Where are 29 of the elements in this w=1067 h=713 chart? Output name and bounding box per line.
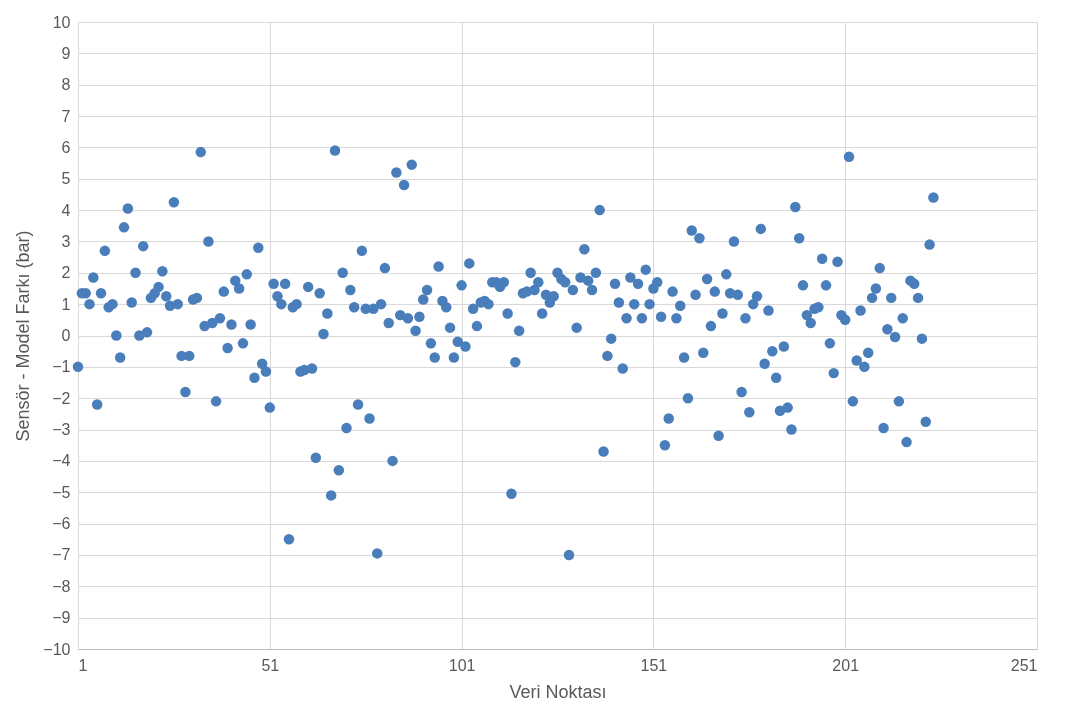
y-tick-label: 8	[61, 76, 71, 94]
y-tick-label: 2	[61, 264, 71, 282]
y-tick-label: 1	[61, 295, 71, 313]
y-tick-label: 10	[52, 13, 71, 31]
y-tick-label: −5	[52, 483, 71, 501]
y-tick-label: 4	[61, 201, 71, 219]
y-tick-label: −9	[52, 609, 71, 627]
y-tick-label: 0	[61, 327, 71, 344]
y-tick-label: 3	[61, 232, 71, 250]
y-tick-label: −10	[43, 640, 71, 658]
y-tick-label: −2	[52, 389, 71, 407]
x-tick-label: 201	[832, 656, 860, 674]
y-tick-label: −6	[52, 515, 71, 533]
x-tick-label: 101	[448, 656, 476, 674]
y-tick-label: 9	[61, 44, 71, 62]
y-tick-label: −1	[52, 358, 71, 376]
x-tick-label: 51	[261, 656, 280, 674]
y-tick-label: 5	[61, 170, 71, 188]
y-tick-label: −4	[52, 452, 71, 470]
y-tick-label: −8	[52, 577, 71, 595]
y-tick-label: 6	[61, 138, 71, 156]
x-tick-label: 251	[1010, 656, 1038, 674]
x-axis-title: Veri Noktası	[509, 681, 607, 702]
y-tick-label: 7	[61, 107, 71, 125]
y-axis-title: Sensör - Model Farkı (bar)	[13, 230, 34, 442]
y-tick-label: −3	[52, 421, 71, 439]
x-tick-label: 1	[78, 656, 88, 674]
y-tick-label: −7	[52, 546, 71, 564]
x-tick-label: 151	[640, 656, 668, 674]
